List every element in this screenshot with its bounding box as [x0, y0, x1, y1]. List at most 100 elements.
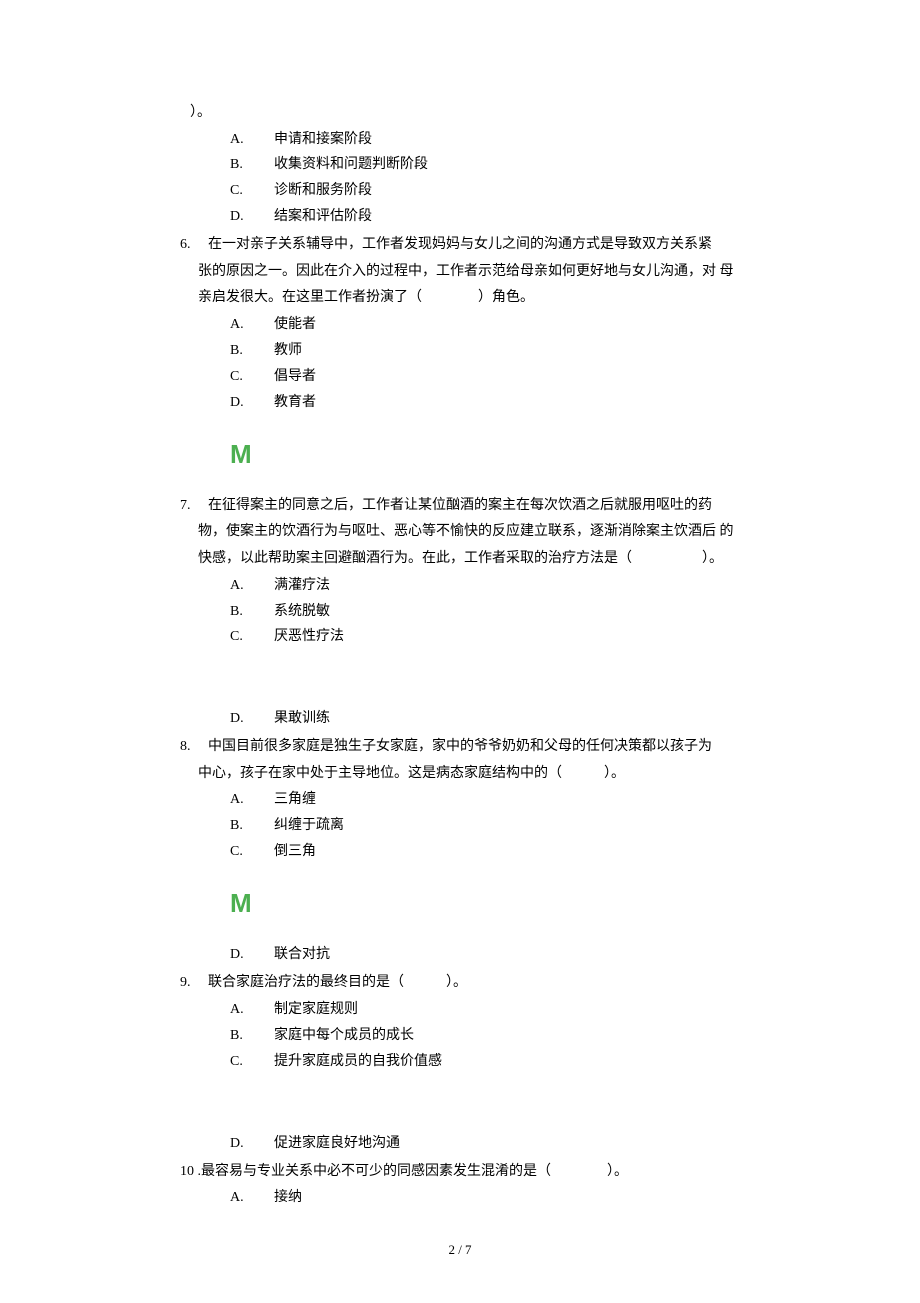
option-label: C. [230, 839, 274, 865]
q9-stem-line1: 9.联合家庭治疗法的最终目的是（ ）。 [180, 970, 740, 997]
question-number: 7. [180, 493, 208, 520]
page-footer: 2 / 7 [0, 1242, 920, 1258]
option-text: 收集资料和问题判断阶段 [274, 157, 428, 172]
option-label: A. [230, 787, 274, 813]
question-stem: 中国目前很多家庭是独生子女家庭，家中的爷爷奶奶和父母的任何决策都以孩子为 [208, 739, 712, 754]
q8-option-a: A.三角缠 [230, 787, 740, 813]
q9-options-abc: A.制定家庭规则 B.家庭中每个成员的成长 C.提升家庭成员的自我价值感 [230, 997, 740, 1075]
q5-option-a: A.申请和接案阶段 [230, 127, 740, 153]
question-stem: 在一对亲子关系辅导中，工作者发现妈妈与女儿之间的沟通方式是导致双方关系紧 [208, 237, 712, 252]
q7-option-c: C.厌恶性疗法 [230, 624, 740, 650]
q10-option-a: A.接纳 [230, 1185, 740, 1211]
option-text: 诊断和服务阶段 [274, 183, 372, 198]
q7-option-d: D.果敢训练 [230, 706, 740, 732]
q7-option-b: B.系统脱敏 [230, 599, 740, 625]
option-label: B. [230, 1023, 274, 1049]
option-text: 三角缠 [274, 792, 316, 807]
q8-stem-line1: 8.中国目前很多家庭是独生子女家庭，家中的爷爷奶奶和父母的任何决策都以孩子为 [180, 734, 740, 761]
q8: 8.中国目前很多家庭是独生子女家庭，家中的爷爷奶奶和父母的任何决策都以孩子为 中… [180, 734, 740, 865]
question-stem: 在征得案主的同意之后，工作者让某位酗酒的案主在每次饮酒之后就服用呕吐的药 [208, 498, 712, 513]
q10-options: A.接纳 [230, 1185, 740, 1211]
q6-option-a: A.使能者 [230, 312, 740, 338]
q6: 6.在一对亲子关系辅导中，工作者发现妈妈与女儿之间的沟通方式是导致双方关系紧 张… [180, 232, 740, 415]
option-text: 教师 [274, 343, 302, 358]
option-text: 果敢训练 [274, 711, 330, 726]
option-label: D. [230, 942, 274, 968]
q7: 7.在征得案主的同意之后，工作者让某位酗酒的案主在每次饮酒之后就服用呕吐的药 物… [180, 493, 740, 732]
q5-tail-intro: ）。 [190, 100, 740, 127]
q7-stem-line2: 物，使案主的饮酒行为与呕吐、恶心等不愉快的反应建立联系，逐渐消除案主饮酒后 的快… [198, 519, 740, 572]
q7-options-d: D.果敢训练 [230, 706, 740, 732]
option-label: A. [230, 573, 274, 599]
option-label: A. [230, 1185, 274, 1211]
q9-option-d: D.促进家庭良好地沟通 [230, 1131, 740, 1157]
question-number: 9. [180, 970, 208, 997]
question-stem: 最容易与专业关系中必不可少的同感因素发生混淆的是（ ）。 [201, 1164, 628, 1179]
document-content: ）。 A.申请和接案阶段 B.收集资料和问题判断阶段 C.诊断和服务阶段 D.结… [0, 0, 920, 1211]
option-text: 促进家庭良好地沟通 [274, 1136, 400, 1151]
spacer [180, 1075, 740, 1131]
option-label: B. [230, 813, 274, 839]
option-text: 提升家庭成员的自我价值感 [274, 1054, 442, 1069]
option-label: D. [230, 706, 274, 732]
question-number: 10 . [180, 1164, 201, 1179]
q5-option-b: B.收集资料和问题判断阶段 [230, 152, 740, 178]
question-stem: 联合家庭治疗法的最终目的是（ ）。 [208, 975, 467, 990]
q6-option-d: D.教育者 [230, 390, 740, 416]
q6-options: A.使能者 B.教师 C.倡导者 D.教育者 [230, 312, 740, 416]
option-text: 使能者 [274, 317, 316, 332]
q8-option-d: D.联合对抗 [230, 942, 740, 968]
option-text: 结案和评估阶段 [274, 209, 372, 224]
option-text: 倒三角 [274, 844, 316, 859]
option-label: A. [230, 312, 274, 338]
q8-options-abc: A.三角缠 B.纠缠于疏离 C.倒三角 [230, 787, 740, 865]
q7-options-abc: A.满灌疗法 B.系统脱敏 C.厌恶性疗法 [230, 573, 740, 651]
q8-options-d: D.联合对抗 [230, 942, 740, 968]
option-text: 厌恶性疗法 [274, 629, 344, 644]
q8-option-b: B.纠缠于疏离 [230, 813, 740, 839]
option-label: B. [230, 599, 274, 625]
q5-option-c: C.诊断和服务阶段 [230, 178, 740, 204]
option-label: D. [230, 1131, 274, 1157]
option-label: A. [230, 997, 274, 1023]
option-label: B. [230, 338, 274, 364]
option-text: 教育者 [274, 395, 316, 410]
q9-option-a: A.制定家庭规则 [230, 997, 740, 1023]
option-label: B. [230, 152, 274, 178]
q5-option-d: D.结案和评估阶段 [230, 204, 740, 230]
q5-options: A.申请和接案阶段 B.收集资料和问题判断阶段 C.诊断和服务阶段 D.结案和评… [230, 127, 740, 231]
option-text: 纠缠于疏离 [274, 818, 344, 833]
option-label: C. [230, 364, 274, 390]
option-text: 联合对抗 [274, 947, 330, 962]
option-text: 制定家庭规则 [274, 1002, 358, 1017]
option-text: 申请和接案阶段 [274, 132, 372, 147]
q7-option-a: A.满灌疗法 [230, 573, 740, 599]
q10: 10 .最容易与专业关系中必不可少的同感因素发生混淆的是（ ）。 A.接纳 [180, 1159, 740, 1211]
option-label: C. [230, 1049, 274, 1075]
q9: 9.联合家庭治疗法的最终目的是（ ）。 A.制定家庭规则 B.家庭中每个成员的成… [180, 970, 740, 1156]
option-label: D. [230, 390, 274, 416]
q8-option-c: C.倒三角 [230, 839, 740, 865]
option-label: C. [230, 624, 274, 650]
q6-stem-line2: 张的原因之一。因此在介入的过程中，工作者示范给母亲如何更好地与女儿沟通，对 母亲… [198, 259, 740, 312]
q6-option-b: B.教师 [230, 338, 740, 364]
marker-icon: M [230, 430, 740, 479]
option-text: 家庭中每个成员的成长 [274, 1028, 414, 1043]
spacer [180, 650, 740, 706]
option-label: D. [230, 204, 274, 230]
q10-stem-line1: 10 .最容易与专业关系中必不可少的同感因素发生混淆的是（ ）。 [180, 1159, 740, 1186]
option-text: 满灌疗法 [274, 578, 330, 593]
option-text: 系统脱敏 [274, 604, 330, 619]
q9-options-d: D.促进家庭良好地沟通 [230, 1131, 740, 1157]
q8-stem-line2: 中心，孩子在家中处于主导地位。这是病态家庭结构中的（ ）。 [198, 761, 740, 788]
option-label: A. [230, 127, 274, 153]
q7-stem-line1: 7.在征得案主的同意之后，工作者让某位酗酒的案主在每次饮酒之后就服用呕吐的药 [180, 493, 740, 520]
question-number: 6. [180, 232, 208, 259]
q6-stem-line1: 6.在一对亲子关系辅导中，工作者发现妈妈与女儿之间的沟通方式是导致双方关系紧 [180, 232, 740, 259]
option-text: 接纳 [274, 1190, 302, 1205]
option-label: C. [230, 178, 274, 204]
q9-option-c: C.提升家庭成员的自我价值感 [230, 1049, 740, 1075]
q6-option-c: C.倡导者 [230, 364, 740, 390]
q9-option-b: B.家庭中每个成员的成长 [230, 1023, 740, 1049]
option-text: 倡导者 [274, 369, 316, 384]
